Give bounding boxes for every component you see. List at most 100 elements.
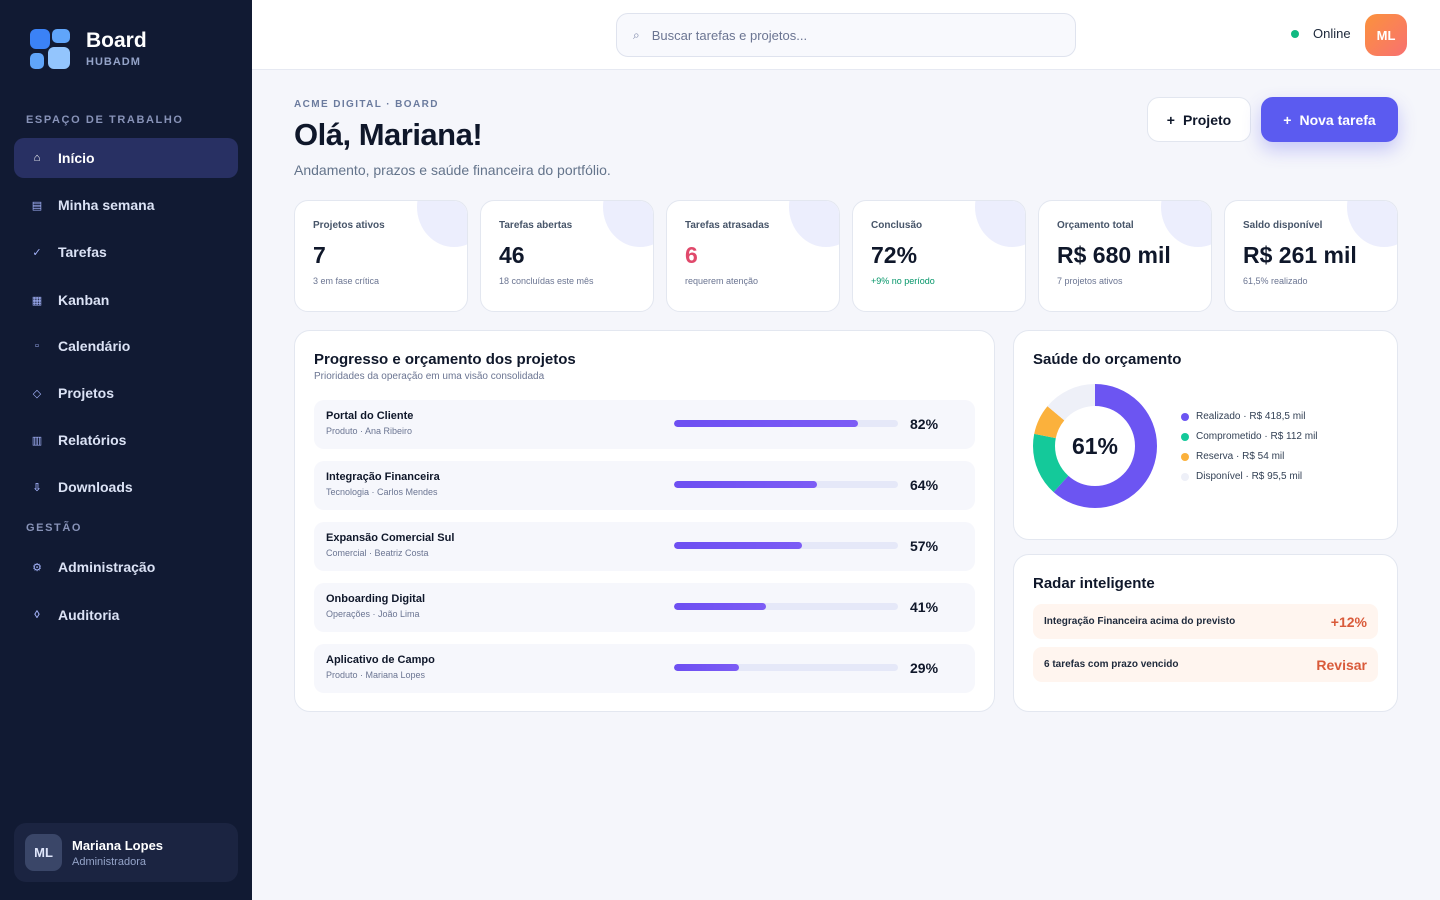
- brand-name: Board: [86, 29, 147, 52]
- project-percent: 64%: [910, 477, 939, 493]
- profile-avatar[interactable]: ML: [1365, 14, 1407, 56]
- donut-svg: [1033, 384, 1157, 508]
- legend-label: Disponível · R$ 95,5 mil: [1196, 471, 1303, 482]
- legend-item: Realizado · R$ 418,5 mil: [1181, 411, 1306, 422]
- section-label-management: GESTÃO: [26, 522, 83, 534]
- legend-item: Comprometido · R$ 112 mil: [1181, 431, 1318, 442]
- new-project-label: Projeto: [1182, 111, 1232, 128]
- budget-title: Saúde do orçamento: [1033, 351, 1182, 368]
- progress-bar: [674, 664, 898, 671]
- sidebar-item-label: Downloads: [58, 479, 133, 495]
- status-text: Online: [1313, 26, 1351, 41]
- kpi-decoration: [1347, 201, 1397, 247]
- radar-alert[interactable]: Integração Financeira acima do previsto …: [1033, 604, 1378, 639]
- project-percent: 41%: [910, 599, 939, 615]
- sidebar-item-label: Administração: [58, 559, 156, 575]
- brand[interactable]: Board HUBADM: [30, 29, 147, 69]
- project-row[interactable]: Aplicativo de Campo Produto · Mariana Lo…: [314, 644, 975, 693]
- project-row[interactable]: Portal do Cliente Produto · Ana Ribeiro …: [314, 400, 975, 449]
- sidebar-item-minha-semana[interactable]: ▤ Minha semana: [14, 185, 238, 225]
- kpi-sub: 18 concluídas este mês: [499, 276, 594, 286]
- kpi-label: Orçamento total: [1057, 220, 1134, 231]
- legend-item: Disponível · R$ 95,5 mil: [1181, 471, 1302, 482]
- legend-dot-icon: [1181, 472, 1189, 481]
- sidebar-item-label: Início: [58, 150, 95, 166]
- kpi-sub: 61,5% realizado: [1243, 276, 1308, 286]
- user-name: Mariana Lopes: [72, 837, 164, 853]
- sidebar-item-projetos[interactable]: ◇ Projetos: [14, 373, 238, 413]
- kpi-value: R$ 680 mil: [1057, 242, 1171, 268]
- brand-subtitle: HUBADM: [86, 56, 141, 68]
- progress-fill: [674, 603, 766, 610]
- project-name: Expansão Comercial Sul: [326, 532, 455, 544]
- status-indicator: Online: [1291, 26, 1351, 41]
- project-name: Integração Financeira: [326, 471, 440, 483]
- audit-icon: ◊: [34, 609, 40, 621]
- plus-icon: +: [1166, 111, 1175, 128]
- review-link[interactable]: Revisar: [1316, 656, 1367, 673]
- week-icon: ▤: [31, 199, 43, 212]
- kpi-value: 46: [499, 242, 525, 268]
- check-icon: ✓: [32, 246, 42, 259]
- kpi-label: Saldo disponível: [1243, 220, 1323, 231]
- project-percent: 29%: [910, 660, 939, 676]
- project-name: Onboarding Digital: [326, 593, 425, 605]
- projects-card: Progresso e orçamento dos projetos Prior…: [294, 330, 995, 712]
- user-card[interactable]: ML Mariana Lopes Administradora: [14, 823, 238, 882]
- kpi-label: Projetos ativos: [313, 220, 385, 231]
- sidebar-item-administracao[interactable]: ⚙ Administração: [14, 547, 238, 587]
- kpi-label: Conclusão: [871, 220, 923, 231]
- search-input[interactable]: [651, 27, 1032, 43]
- topbar: ⌕ Online ML: [252, 0, 1440, 70]
- donut-segment: [1033, 384, 1157, 508]
- kpi-card-tarefas-abertas[interactable]: Tarefas abertas 46 18 concluídas este mê…: [480, 200, 654, 312]
- progress-fill: [674, 481, 818, 488]
- kanban-icon: ▦: [31, 294, 43, 307]
- progress-bar: [674, 603, 898, 610]
- sidebar-item-tarefas[interactable]: ✓ Tarefas: [14, 232, 238, 272]
- donut-segment: [1033, 384, 1157, 508]
- kpi-card-tarefas-atrasadas[interactable]: Tarefas atrasadas 6 requerem atenção: [666, 200, 840, 312]
- projects-subtitle: Prioridades da operação em uma visão con…: [314, 371, 545, 382]
- kpi-label: Tarefas atrasadas: [685, 220, 770, 231]
- sidebar-item-inicio[interactable]: ⌂ Início: [14, 138, 238, 178]
- project-name: Portal do Cliente: [326, 410, 414, 422]
- calendar-icon: ▫: [35, 340, 39, 352]
- kpi-card-orcamento-total[interactable]: Orçamento total R$ 680 mil 7 projetos at…: [1038, 200, 1212, 312]
- sidebar-item-label: Tarefas: [58, 244, 107, 260]
- kpi-value: R$ 261 mil: [1243, 242, 1357, 268]
- sidebar-item-calendario[interactable]: ▫ Calendário: [14, 326, 238, 366]
- progress-bar: [674, 542, 898, 549]
- radar-title: Radar inteligente: [1033, 575, 1155, 592]
- new-project-button[interactable]: + Projeto: [1147, 97, 1251, 142]
- breadcrumb: ACME DIGITAL · BOARD: [294, 99, 439, 110]
- projects-title: Progresso e orçamento dos projetos: [314, 351, 576, 368]
- page-subtitle: Andamento, prazos e saúde financeira do …: [294, 162, 611, 178]
- online-dot-icon: [1291, 29, 1299, 38]
- search-bar[interactable]: ⌕: [616, 13, 1076, 57]
- progress-fill: [674, 420, 858, 427]
- new-task-button[interactable]: + Nova tarefa: [1261, 97, 1398, 142]
- legend-item: Reserva · R$ 54 mil: [1181, 451, 1284, 462]
- radar-alert[interactable]: 6 tarefas com prazo vencido Revisar: [1033, 647, 1378, 682]
- sidebar-item-downloads[interactable]: ⇩ Downloads: [14, 467, 238, 507]
- search-icon: ⌕: [633, 27, 640, 42]
- kpi-card-projetos-ativos[interactable]: Projetos ativos 7 3 em fase crítica: [294, 200, 468, 312]
- avatar: ML: [25, 834, 62, 871]
- sidebar-item-auditoria[interactable]: ◊ Auditoria: [14, 595, 238, 635]
- progress-fill: [674, 542, 802, 549]
- kpi-sub: 7 projetos ativos: [1057, 276, 1123, 286]
- sidebar-item-kanban[interactable]: ▦ Kanban: [14, 280, 238, 320]
- project-percent: 82%: [910, 416, 939, 432]
- legend-label: Comprometido · R$ 112 mil: [1196, 431, 1318, 442]
- project-row[interactable]: Onboarding Digital Operações · João Lima…: [314, 583, 975, 632]
- alert-text: 6 tarefas com prazo vencido: [1044, 659, 1179, 670]
- kpi-card-conclusao[interactable]: Conclusão 72% +9% no período: [852, 200, 1026, 312]
- project-row[interactable]: Expansão Comercial Sul Comercial · Beatr…: [314, 522, 975, 571]
- project-row[interactable]: Integração Financeira Tecnologia · Carlo…: [314, 461, 975, 510]
- sidebar-item-relatorios[interactable]: ▥ Relatórios: [14, 420, 238, 460]
- legend-dot-icon: [1181, 412, 1189, 421]
- kpi-card-saldo-disponivel[interactable]: Saldo disponível R$ 261 mil 61,5% realiz…: [1224, 200, 1398, 312]
- project-name: Aplicativo de Campo: [326, 654, 435, 666]
- project-meta: Operações · João Lima: [326, 609, 420, 619]
